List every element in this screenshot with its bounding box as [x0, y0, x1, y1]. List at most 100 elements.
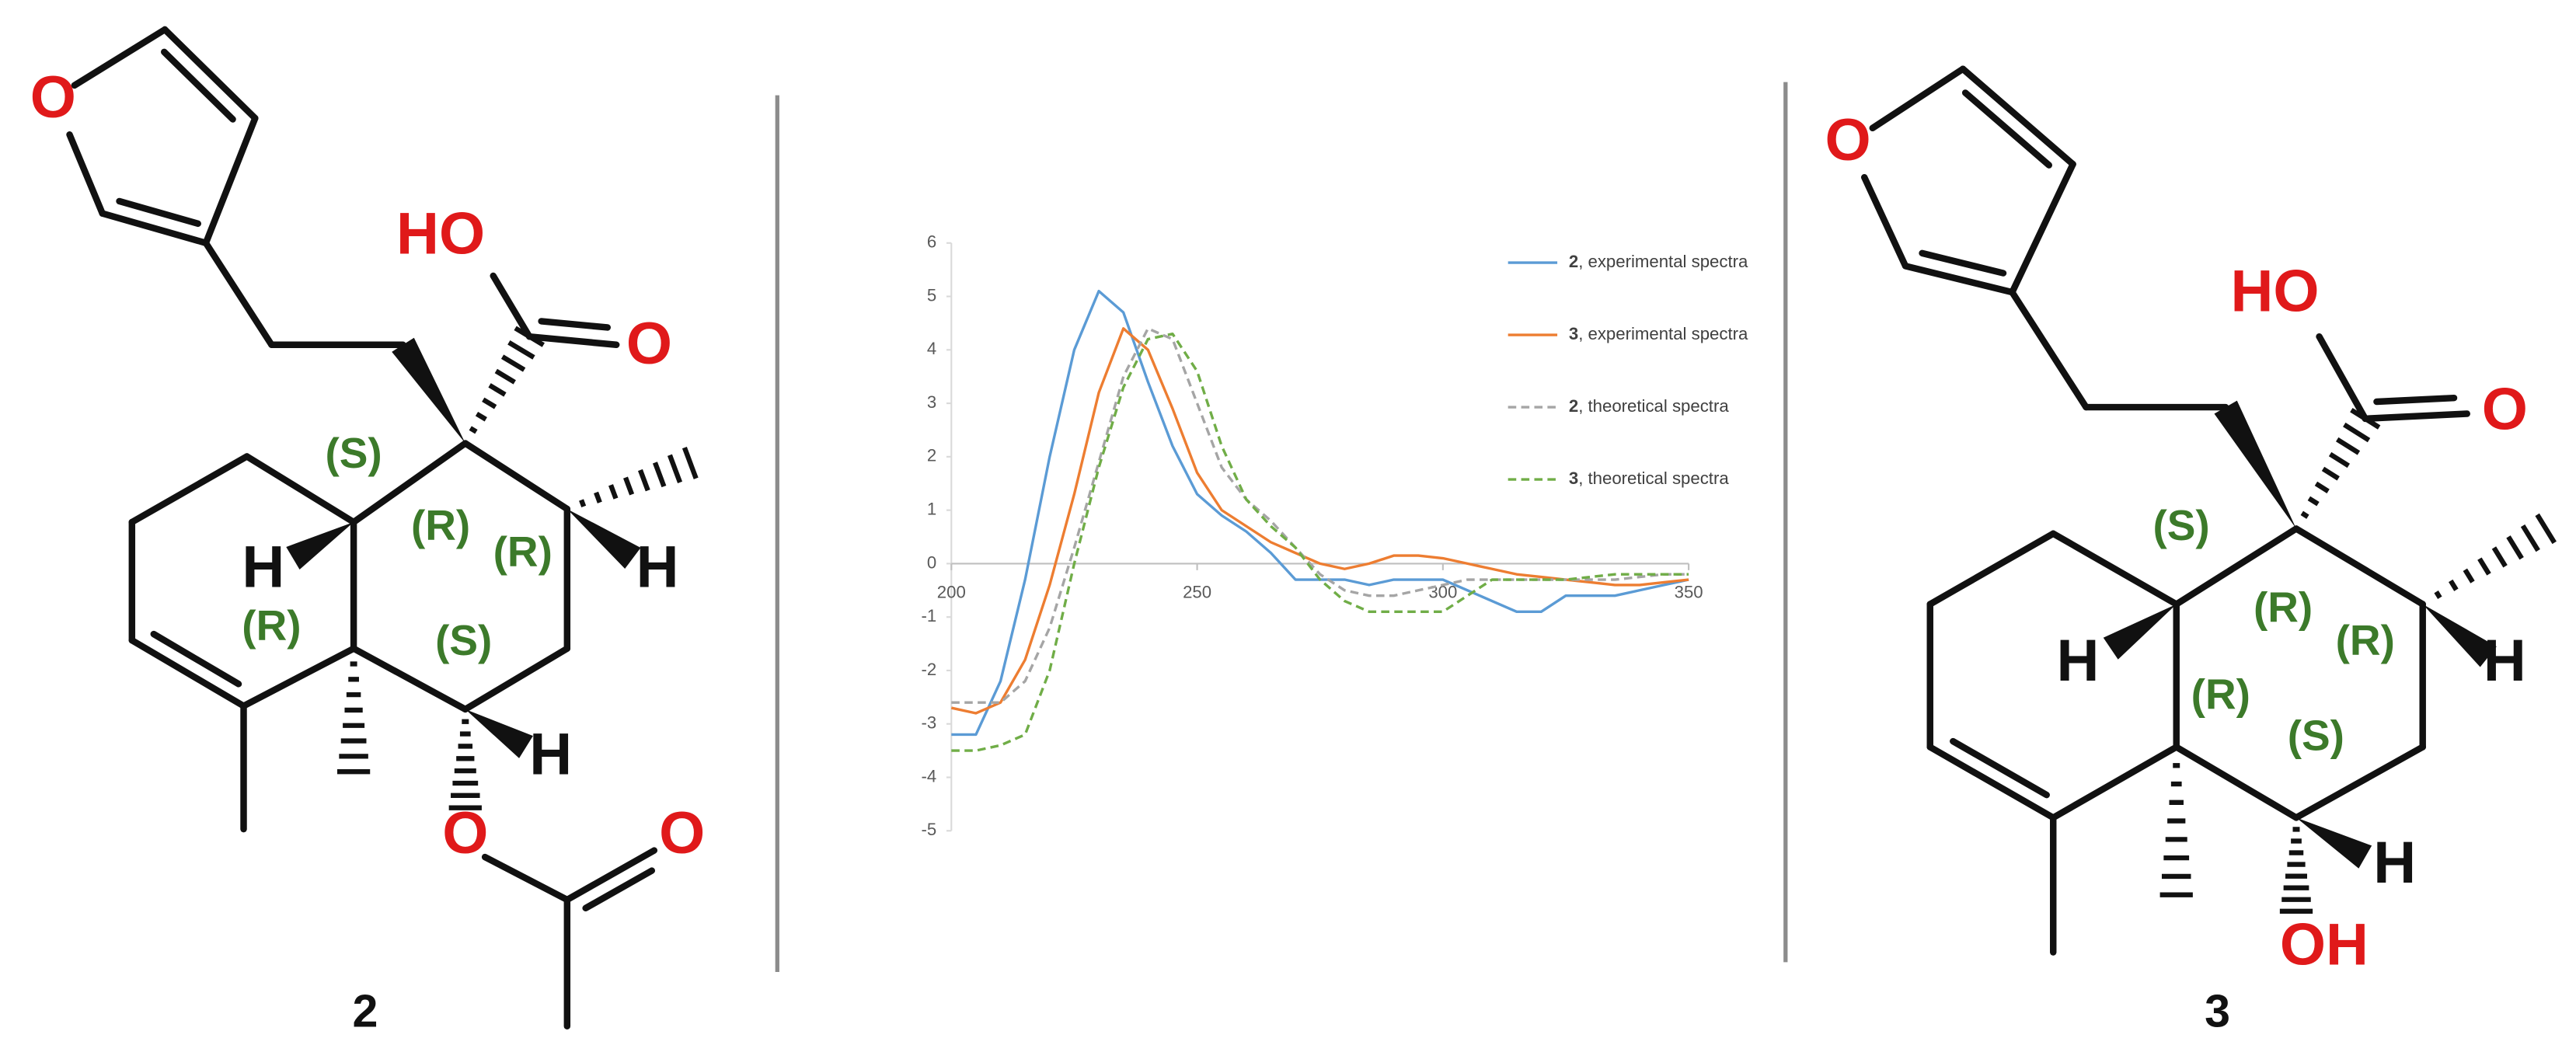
stereo-label: (R)	[2336, 616, 2395, 664]
stereo-label: (R)	[242, 601, 301, 650]
y-tick-label: -4	[922, 766, 937, 786]
compound-number: 3	[2205, 985, 2230, 1037]
bond	[2292, 525, 2426, 608]
y-tick-label: 0	[927, 552, 936, 572]
atom-label: O	[30, 64, 76, 131]
stereo-label: (S)	[325, 429, 382, 477]
compound-number: 2	[352, 985, 378, 1037]
bond	[1961, 89, 2053, 169]
bond	[462, 440, 571, 513]
stereo-label: (R)	[493, 528, 552, 576]
y-tick-label: 2	[927, 446, 936, 465]
hash-bond	[2307, 496, 2320, 507]
y-tick-label: -3	[922, 713, 937, 733]
hash-bond	[2314, 481, 2330, 493]
y-tick-label: 1	[927, 499, 936, 518]
bond	[202, 114, 259, 246]
bond	[1901, 263, 2016, 296]
hash-bond	[2491, 546, 2508, 568]
wedge-bond	[286, 521, 354, 570]
bond	[481, 853, 571, 904]
x-tick-label: 250	[1183, 582, 1211, 601]
stereo-label: (R)	[411, 501, 470, 549]
hash-bond	[2328, 451, 2351, 469]
hash-bond	[667, 454, 683, 483]
atom-label: H	[529, 721, 572, 787]
y-tick-label: -1	[922, 606, 937, 625]
bond	[2362, 410, 2470, 423]
stereo-label: (R)	[2254, 583, 2313, 632]
hash-bond	[507, 340, 535, 360]
bond	[2173, 744, 2300, 821]
y-tick-label: 3	[927, 392, 936, 412]
hash-bond	[2343, 422, 2371, 443]
hash-bond	[500, 354, 526, 372]
wedge-bond	[465, 709, 533, 758]
bond	[161, 48, 236, 123]
atom-label: HO	[396, 201, 485, 267]
atom-label: OH	[2280, 912, 2369, 978]
atom-label: O	[2482, 377, 2528, 443]
x-tick-label: 200	[937, 582, 966, 601]
wedge-bond	[2103, 604, 2177, 660]
hash-bond	[2477, 557, 2491, 576]
bond	[202, 239, 275, 348]
hash-bond	[2506, 535, 2524, 560]
atom-label: O	[659, 800, 705, 866]
hash-bond	[494, 368, 516, 385]
bond	[1926, 530, 2057, 608]
stereo-label: (S)	[435, 616, 492, 664]
atom-label: H	[2056, 628, 2099, 694]
hash-bond	[2520, 524, 2540, 552]
atom-label: H	[2484, 628, 2526, 694]
atom-label: H	[2373, 830, 2416, 896]
y-tick-label: -5	[922, 820, 937, 839]
hash-bond	[594, 491, 602, 503]
hash-bond	[2434, 590, 2442, 599]
bond	[2009, 288, 2090, 411]
stereo-label: (S)	[2288, 711, 2344, 759]
atom-label: O	[626, 311, 672, 377]
bond	[116, 197, 201, 228]
hash-bond	[623, 476, 635, 496]
bond	[2373, 394, 2458, 406]
bond	[538, 318, 611, 331]
bond	[350, 440, 469, 526]
bond	[1950, 737, 2050, 799]
hash-bond	[608, 484, 619, 500]
hash-bond	[2321, 466, 2340, 481]
bond	[1919, 249, 2007, 277]
y-tick-label: 6	[927, 232, 936, 252]
hash-bond	[2535, 513, 2557, 545]
bond	[350, 645, 469, 713]
y-tick-label: 4	[927, 339, 936, 358]
hash-bond	[652, 462, 667, 488]
hash-bond	[482, 397, 497, 409]
data-line	[951, 327, 1689, 704]
atom-label: H	[636, 534, 679, 600]
bond	[2050, 744, 2180, 821]
bond	[99, 210, 210, 246]
atom-label: H	[242, 534, 284, 600]
wedge-bond	[392, 337, 465, 444]
bond	[1869, 65, 1967, 132]
bond	[1959, 65, 2076, 168]
bond	[161, 26, 259, 122]
bond	[1860, 173, 1909, 270]
bond	[66, 131, 106, 217]
hash-bond	[681, 447, 699, 479]
data-line	[951, 289, 1689, 737]
hash-bond	[2335, 437, 2361, 455]
bond	[128, 453, 250, 526]
bond	[2316, 333, 2369, 423]
atom-label: O	[442, 800, 488, 866]
bond	[240, 645, 357, 709]
bond	[71, 26, 169, 89]
hash-bond	[579, 499, 587, 508]
legend-label: 2, theoretical spectra	[1569, 396, 1729, 416]
bond	[582, 867, 656, 912]
bond	[563, 847, 658, 904]
bond	[2009, 161, 2076, 296]
hash-bond	[469, 426, 478, 434]
